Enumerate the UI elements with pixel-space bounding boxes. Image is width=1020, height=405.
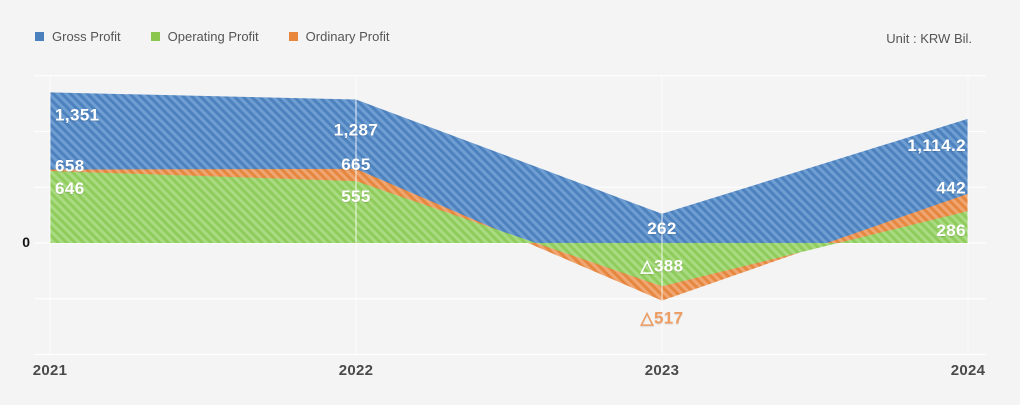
x-axis-label-2023: 2023 — [644, 362, 680, 379]
value-label-2023-gross-profit: 262 — [647, 219, 677, 238]
chart-legend: Gross Profit Operating Profit Ordinary P… — [35, 29, 389, 44]
legend-item-ordinary-profit[interactable]: Ordinary Profit — [288, 29, 390, 44]
value-label-2023-operating-profit: △388 — [639, 256, 683, 275]
value-label-2024-operating-profit: 286 — [936, 221, 966, 240]
area-operating-profit — [50, 171, 968, 287]
value-label-2023-ordinary-profit: △517 — [639, 309, 683, 328]
gross-profit-swatch-icon — [35, 32, 44, 41]
legend-label-ordinary-profit: Ordinary Profit — [305, 29, 390, 44]
value-label-2024-ordinary-profit: 442 — [936, 179, 966, 198]
value-label-2021-gross-profit: 1,351 — [55, 105, 100, 124]
value-label-2021-operating-profit: 646 — [55, 179, 85, 198]
vertical-gridlines — [49, 75, 969, 355]
legend-item-operating-profit[interactable]: Operating Profit — [150, 29, 259, 44]
value-label-2022-operating-profit: 555 — [341, 187, 371, 206]
operating-profit-swatch-icon — [150, 32, 160, 41]
value-label-2022-gross-profit: 1,287 — [334, 121, 379, 140]
x-axis-label-2024: 2024 — [950, 362, 986, 379]
legend-label-operating-profit: Operating Profit — [167, 29, 259, 44]
ordinary-profit-swatch-icon — [288, 32, 298, 41]
unit-label: Unit : KRW Bil. — [886, 31, 972, 46]
legend-item-gross-profit[interactable]: Gross Profit — [35, 29, 121, 44]
y-axis-zero-label: 0 — [22, 234, 30, 250]
x-axis-label-2022: 2022 — [338, 362, 374, 379]
value-label-2021-ordinary-profit: 658 — [55, 157, 85, 176]
data-labels: 1,351 1,287 262 1,114.2 658 665 △517 442 646 555 △… — [55, 105, 966, 327]
x-axis-label-2021: 2021 — [32, 362, 68, 379]
legend-label-gross-profit: Gross Profit — [52, 29, 121, 44]
value-label-2024-gross-profit: 1,114.2 — [907, 136, 966, 155]
value-label-2022-ordinary-profit: 665 — [341, 155, 371, 174]
